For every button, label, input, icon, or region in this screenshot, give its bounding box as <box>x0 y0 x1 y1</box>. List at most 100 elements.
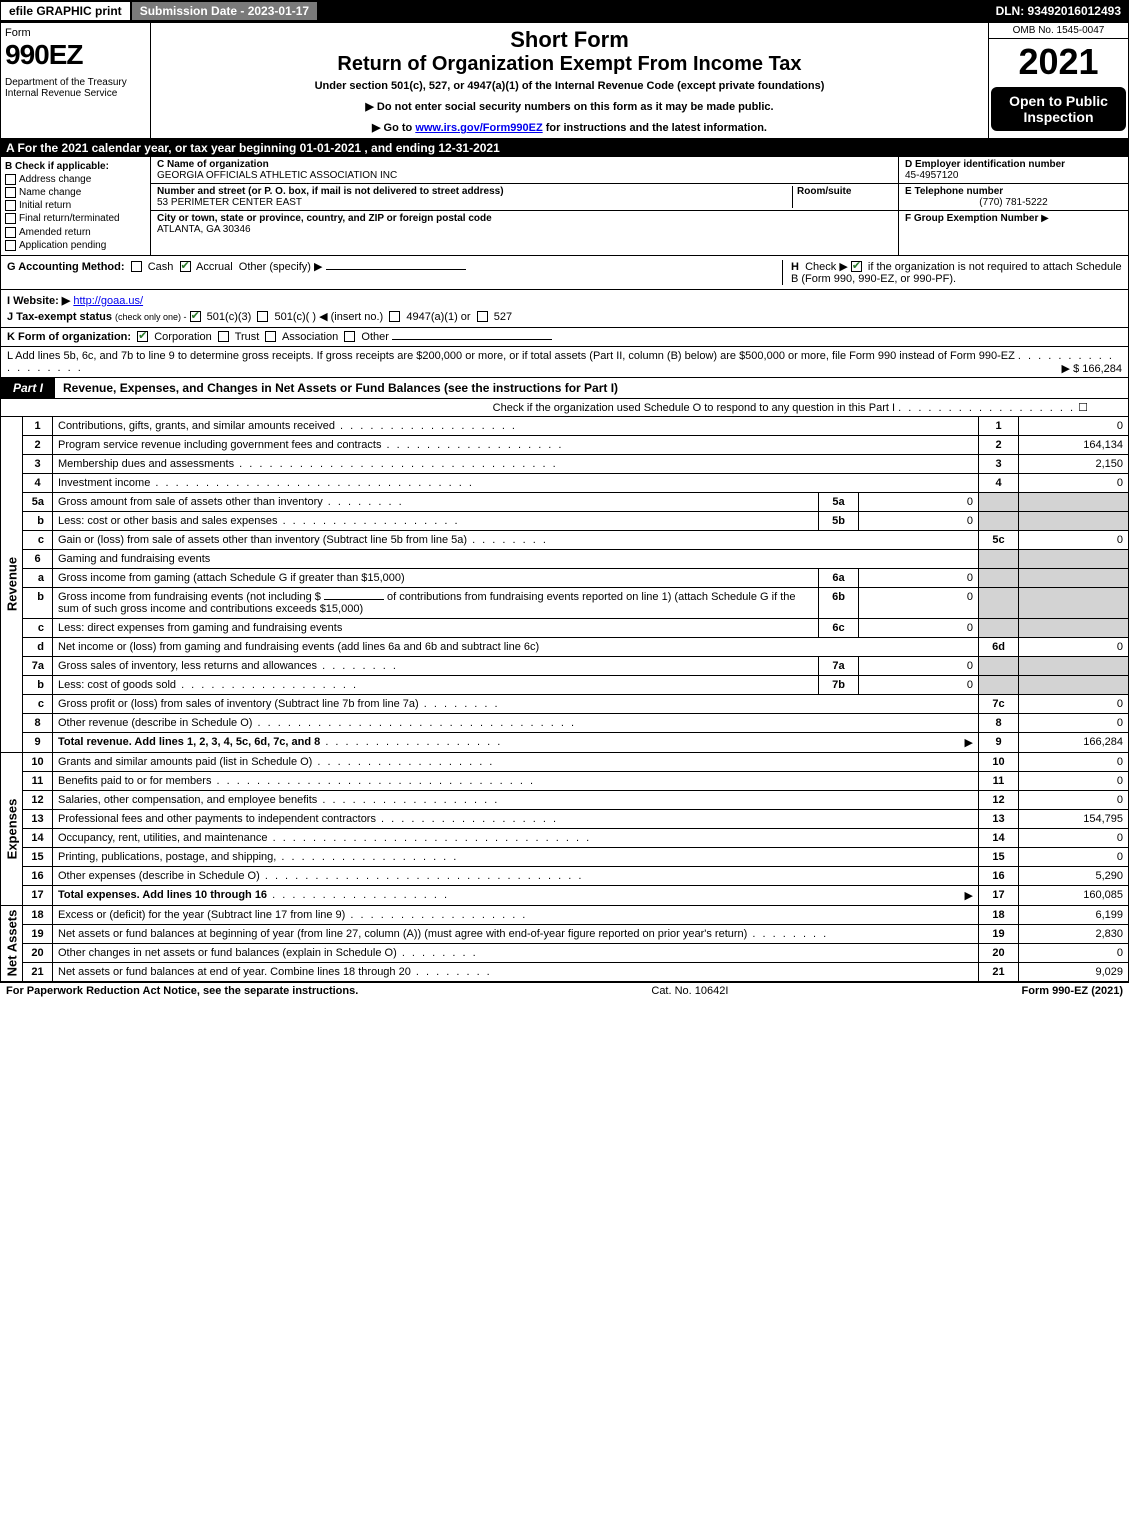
chk-initial-return[interactable]: Initial return <box>5 200 146 211</box>
return-title: Return of Organization Exempt From Incom… <box>157 53 982 76</box>
expenses-block: Expenses 10Grants and similar amounts pa… <box>0 753 1129 906</box>
revenue-side-label: Revenue <box>0 417 22 753</box>
under-section-text: Under section 501(c), 527, or 4947(a)(1)… <box>157 80 982 92</box>
j-4947: 4947(a)(1) or <box>406 311 470 323</box>
k-assoc-checkbox[interactable] <box>265 331 276 342</box>
k-corp: Corporation <box>154 331 211 343</box>
line-15: 15Printing, publications, postage, and s… <box>23 847 1129 866</box>
net-assets-table: 18Excess or (deficit) for the year (Subt… <box>22 906 1129 982</box>
c-city-label: City or town, state or province, country… <box>157 213 492 224</box>
line-9: 9Total revenue. Add lines 1, 2, 3, 4, 5c… <box>23 732 1129 752</box>
chk-amended-return[interactable]: Amended return <box>5 227 146 238</box>
part1-header: Part I Revenue, Expenses, and Changes in… <box>0 378 1129 399</box>
line-5b: bLess: cost or other basis and sales exp… <box>23 511 1129 530</box>
i-label: I Website: ▶ <box>7 295 70 307</box>
line-18: 18Excess or (deficit) for the year (Subt… <box>23 906 1129 925</box>
chk-final-return[interactable]: Final return/terminated <box>5 213 146 224</box>
line-1: 1Contributions, gifts, grants, and simil… <box>23 417 1129 436</box>
section-k: K Form of organization: Corporation Trus… <box>0 328 1129 347</box>
street-address: 53 PERIMETER CENTER EAST <box>157 197 792 208</box>
net-assets-side-label: Net Assets <box>0 906 22 982</box>
k-trust-checkbox[interactable] <box>218 331 229 342</box>
column-d-e-f: D Employer identification number 45-4957… <box>898 157 1128 255</box>
department-label: Department of the Treasury Internal Reve… <box>5 77 146 99</box>
j-sub: (check only one) - <box>115 312 187 322</box>
section-l: L Add lines 5b, 6c, and 7b to line 9 to … <box>0 347 1129 378</box>
omb-number: OMB No. 1545-0047 <box>989 23 1128 39</box>
irs-link[interactable]: www.irs.gov/Form990EZ <box>415 122 542 134</box>
note2-post: for instructions and the latest informat… <box>543 122 767 134</box>
open-to-public-badge: Open to Public Inspection <box>991 87 1126 131</box>
line-6a: aGross income from gaming (attach Schedu… <box>23 568 1129 587</box>
line-7a: 7aGross sales of inventory, less returns… <box>23 656 1129 675</box>
line-12: 12Salaries, other compensation, and empl… <box>23 790 1129 809</box>
line-5c: cGain or (loss) from sale of assets othe… <box>23 530 1129 549</box>
chk-application-pending[interactable]: Application pending <box>5 240 146 251</box>
k-trust: Trust <box>235 331 260 343</box>
page-footer: For Paperwork Reduction Act Notice, see … <box>0 982 1129 999</box>
j-501c3-checkbox[interactable] <box>190 311 201 322</box>
header-left: Form 990EZ Department of the Treasury In… <box>1 23 151 138</box>
chk-address-change[interactable]: Address change <box>5 174 146 185</box>
line-6c: cLess: direct expenses from gaming and f… <box>23 618 1129 637</box>
column-c: C Name of organization GEORGIA OFFICIALS… <box>151 157 898 255</box>
chk-name-change[interactable]: Name change <box>5 187 146 198</box>
line-3: 3Membership dues and assessments32,150 <box>23 454 1129 473</box>
j-501c-checkbox[interactable] <box>257 311 268 322</box>
line-7c: cGross profit or (loss) from sales of in… <box>23 694 1129 713</box>
h-checkbox[interactable] <box>851 261 862 272</box>
line-21: 21Net assets or fund balances at end of … <box>23 962 1129 981</box>
j-527-checkbox[interactable] <box>477 311 488 322</box>
net-assets-block: Net Assets 18Excess or (deficit) for the… <box>0 906 1129 982</box>
ssn-warning: ▶ Do not enter social security numbers o… <box>157 100 982 113</box>
submission-date-label: Submission Date - 2023-01-17 <box>131 1 318 21</box>
line-7b: bLess: cost of goods sold7b0 <box>23 675 1129 694</box>
city-state-zip: ATLANTA, GA 30346 <box>157 224 492 235</box>
form-header: Form 990EZ Department of the Treasury In… <box>0 22 1129 139</box>
g-cash-checkbox[interactable] <box>131 261 142 272</box>
efile-print-label: efile GRAPHIC print <box>0 1 131 21</box>
line-4: 4Investment income40 <box>23 473 1129 492</box>
d-ein-label: D Employer identification number <box>905 159 1122 170</box>
footer-right: Form 990-EZ (2021) <box>1022 985 1123 997</box>
line-5a: 5aGross amount from sale of assets other… <box>23 492 1129 511</box>
line-6b: bGross income from fundraising events (n… <box>23 587 1129 618</box>
h-check-text: Check ▶ <box>805 261 848 273</box>
j-527: 527 <box>494 311 512 323</box>
footer-left: For Paperwork Reduction Act Notice, see … <box>6 985 358 997</box>
line-13: 13Professional fees and other payments t… <box>23 809 1129 828</box>
website-link[interactable]: http://goaa.us/ <box>73 295 143 307</box>
form-word: Form <box>5 27 146 39</box>
part1-sub-box[interactable]: ☐ <box>1078 402 1088 414</box>
c-street-label: Number and street (or P. O. box, if mail… <box>157 186 792 197</box>
j-4947-checkbox[interactable] <box>389 311 400 322</box>
b-header: B Check if applicable: <box>5 161 146 172</box>
section-i-j: I Website: ▶ http://goaa.us/ J Tax-exemp… <box>0 290 1129 328</box>
header-mid: Short Form Return of Organization Exempt… <box>151 23 988 138</box>
line-a-tax-year: A For the 2021 calendar year, or tax yea… <box>0 139 1129 157</box>
expenses-side-label: Expenses <box>0 753 22 906</box>
room-suite-label: Room/suite <box>797 186 892 197</box>
k-other: Other <box>361 331 389 343</box>
instructions-link-line: ▶ Go to www.irs.gov/Form990EZ for instru… <box>157 121 982 134</box>
j-label: J Tax-exempt status <box>7 311 112 323</box>
part1-subheader: Check if the organization used Schedule … <box>0 399 1129 417</box>
revenue-block: Revenue 1Contributions, gifts, grants, a… <box>0 417 1129 753</box>
section-b-through-f: B Check if applicable: Address change Na… <box>0 157 1129 256</box>
revenue-table: 1Contributions, gifts, grants, and simil… <box>22 417 1129 753</box>
ein-value: 45-4957120 <box>905 170 1122 181</box>
line-10: 10Grants and similar amounts paid (list … <box>23 753 1129 772</box>
g-other: Other (specify) ▶ <box>239 261 323 273</box>
f-arrow: ▶ <box>1041 213 1049 224</box>
g-accrual-checkbox[interactable] <box>180 261 191 272</box>
line-19: 19Net assets or fund balances at beginni… <box>23 924 1129 943</box>
k-other-checkbox[interactable] <box>344 331 355 342</box>
line-6: 6Gaming and fundraising events <box>23 549 1129 568</box>
line-11: 11Benefits paid to or for members110 <box>23 771 1129 790</box>
form-number: 990EZ <box>5 39 146 71</box>
line-17: 17Total expenses. Add lines 10 through 1… <box>23 885 1129 905</box>
g-label: G Accounting Method: <box>7 261 125 273</box>
line-6d: dNet income or (loss) from gaming and fu… <box>23 637 1129 656</box>
k-corp-checkbox[interactable] <box>137 331 148 342</box>
part1-tag: Part I <box>1 378 55 398</box>
